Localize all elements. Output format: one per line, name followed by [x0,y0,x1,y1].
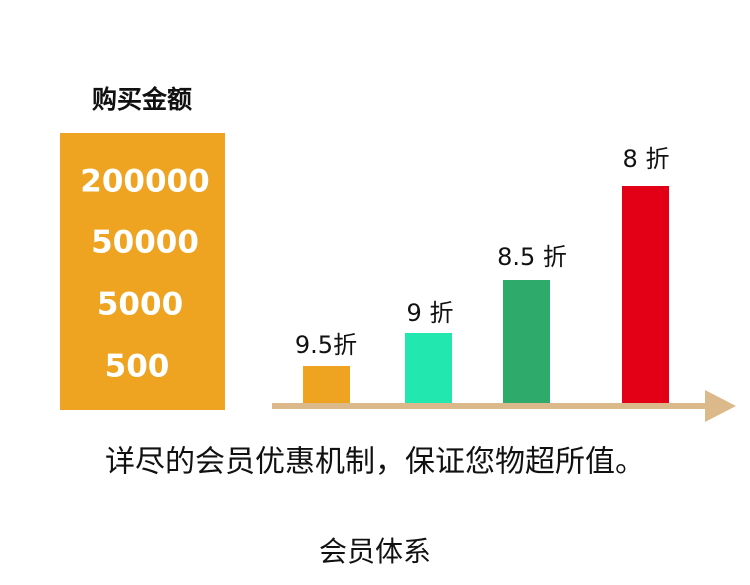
discount-label: 8.5 折 [497,243,567,271]
discount-label: 9.5折 [295,331,357,359]
bar [405,333,452,406]
amount: 500 [105,349,170,385]
amount-panel [60,133,225,410]
amount: 200000 [80,164,209,200]
tagline: 详尽的会员优惠机制，保证您物超所值。 [105,445,645,480]
footer-title: 会员体系 [319,535,431,568]
bar [503,280,550,406]
discount-label: 8 折 [623,145,670,173]
axis-arrow [705,390,736,422]
amount: 50000 [91,225,199,261]
bar [622,186,669,406]
bar [303,366,350,406]
discount-label: 9 折 [407,299,454,327]
amount-heading: 购买金额 [92,85,192,114]
amount: 5000 [97,287,183,323]
